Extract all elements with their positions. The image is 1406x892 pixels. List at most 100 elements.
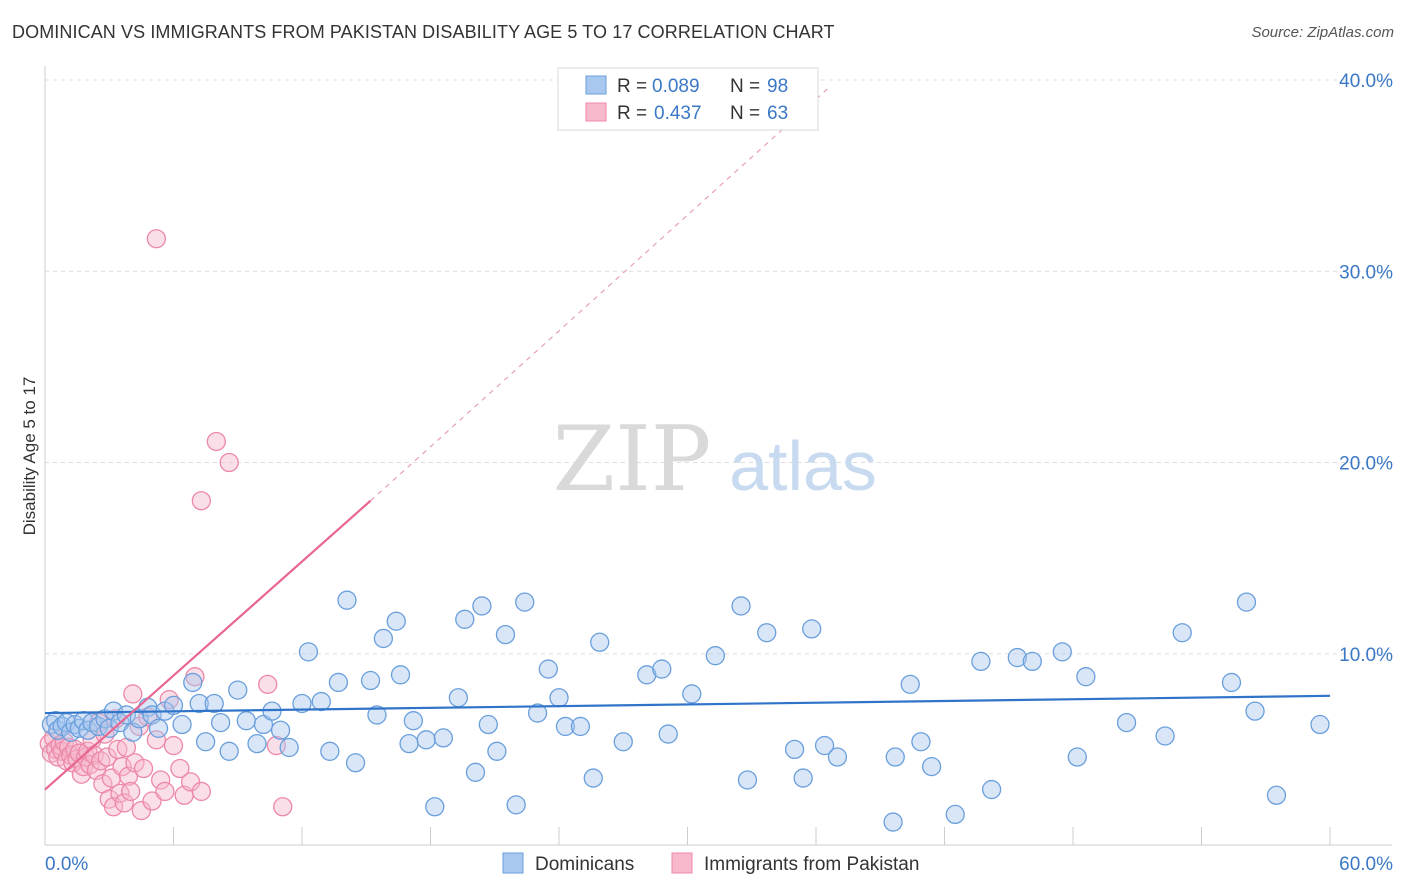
- dominicans-point-50: [399, 733, 419, 754]
- dominicans-point-87: [900, 674, 920, 694]
- dominicans-point-90: [945, 804, 965, 825]
- source-credit: Source: ZipAtlas.com: [1251, 24, 1394, 41]
- dominicans-point-82: [802, 619, 822, 639]
- legend-blue-n-value: 98: [767, 76, 788, 97]
- dominicans-point-86: [885, 747, 905, 767]
- dominicans-point-72: [637, 665, 657, 685]
- dominicans-point-36: [270, 720, 291, 740]
- dominicans-point-89: [922, 756, 942, 777]
- legend-blue-r-value: 0.089: [652, 76, 700, 97]
- dominicans-point-58: [472, 596, 492, 616]
- axes: [44, 66, 1392, 846]
- series-legend-pakistan-swatch: [671, 852, 693, 874]
- gridlines: [45, 79, 1392, 655]
- dominicans-point-92: [981, 779, 1002, 800]
- pakistan-point-57: [191, 491, 211, 511]
- dominicans-point-51: [403, 711, 424, 731]
- dominicans-point-81: [793, 768, 813, 788]
- pakistan-point-39: [123, 684, 143, 704]
- series-dominicans-points: [41, 590, 1330, 832]
- dominicans-point-56: [455, 609, 475, 629]
- dominicans-point-48: [386, 611, 406, 631]
- dominicans-point-26: [189, 693, 209, 714]
- dominicans-point-63: [515, 592, 535, 612]
- dominicans-point-33: [247, 733, 267, 754]
- dominicans-point-54: [433, 728, 454, 748]
- dominicans-point-28: [204, 693, 224, 714]
- dominicans-point-75: [682, 684, 702, 704]
- dominicans-point-83: [814, 735, 835, 756]
- dominicans-point-30: [219, 741, 239, 761]
- dominicans-point-94: [1022, 651, 1042, 672]
- legend-pink-r-value: 0.437: [654, 103, 702, 124]
- dominicans-point-61: [495, 624, 516, 645]
- dominicans-point-99: [1155, 726, 1175, 746]
- watermark-atlas-text: atlas: [729, 427, 877, 505]
- legend-blue-swatch: [585, 75, 607, 95]
- chart-title: DOMINICAN VS IMMIGRANTS FROM PAKISTAN DI…: [12, 22, 835, 42]
- pakistan-point-35: [114, 793, 134, 813]
- pakistan-point-27: [97, 747, 117, 767]
- dominicans-point-40: [311, 691, 331, 712]
- y-tick-label-3: 40.0%: [1339, 71, 1393, 92]
- dominicans-point-88: [911, 732, 931, 752]
- dominicans-point-43: [337, 590, 357, 610]
- dominicans-point-93: [1007, 647, 1027, 668]
- dominicans-point-67: [555, 716, 576, 737]
- dominicans-point-21: [148, 718, 169, 738]
- dominicans-point-102: [1236, 592, 1257, 612]
- dominicans-point-69: [583, 768, 603, 788]
- dominicans-point-37: [279, 737, 299, 758]
- correlation-legend: R = 0.089 N = 98 R = 0.437 N = 63: [557, 67, 819, 131]
- pakistan-point-60: [258, 674, 278, 694]
- dominicans-point-97: [1076, 667, 1096, 687]
- dominicans-point-53: [425, 797, 445, 817]
- dominicans-trend-line: [44, 694, 1331, 715]
- dominicans-point-96: [1067, 747, 1087, 767]
- dominicans-point-55: [448, 688, 468, 708]
- pakistan-point-43: [133, 758, 154, 779]
- pakistan-trend-line: [44, 499, 372, 791]
- pakistan-point-42: [131, 800, 152, 821]
- legend-blue-n-label: N =: [730, 76, 760, 97]
- dominicans-point-68: [570, 716, 591, 737]
- y-tick-labels: 10.0% 20.0% 30.0% 40.0%: [1339, 71, 1393, 666]
- dominicans-point-100: [1172, 623, 1192, 643]
- dominicans-point-62: [506, 795, 526, 815]
- y-tick-label-0: 10.0%: [1339, 645, 1393, 666]
- dominicans-point-103: [1245, 701, 1265, 721]
- dominicans-point-65: [538, 659, 558, 679]
- dominicans-point-105: [1310, 714, 1330, 735]
- dominicans-point-64: [527, 703, 548, 723]
- pakistan-point-51: [170, 758, 190, 779]
- dominicans-point-85: [883, 812, 903, 832]
- dominicans-point-24: [172, 714, 192, 735]
- dominicans-point-104: [1266, 785, 1287, 805]
- pakistan-point-48: [155, 781, 175, 802]
- pakistan-point-56: [146, 229, 167, 249]
- dominicans-point-23: [163, 695, 184, 716]
- dominicans-point-39: [298, 642, 319, 662]
- zipatlas-watermark: ZIP atlas: [553, 407, 877, 512]
- pakistan-point-45: [142, 791, 162, 811]
- pakistan-point-58: [206, 431, 226, 452]
- dominicans-point-29: [210, 712, 231, 733]
- dominicans-point-52: [416, 730, 436, 750]
- legend-pink-r-label: R =: [617, 103, 647, 124]
- pakistan-point-59: [219, 452, 239, 473]
- x-tick-labels: 0.0% 60.0%: [45, 854, 1393, 875]
- legend-pink-n-value: 63: [767, 103, 788, 124]
- dominicans-point-78: [737, 770, 758, 790]
- pakistan-point-55: [191, 781, 211, 802]
- dominicans-point-57: [465, 762, 486, 782]
- dominicans-point-76: [705, 646, 725, 666]
- pakistan-point-47: [150, 770, 171, 790]
- trend-lines: [44, 87, 1331, 791]
- legend-pink-swatch: [585, 102, 607, 122]
- dominicans-point-77: [731, 596, 751, 616]
- dominicans-point-44: [345, 753, 366, 773]
- x-tick-label-0: 0.0%: [45, 854, 88, 875]
- dominicans-point-25: [183, 672, 203, 693]
- dominicans-point-31: [228, 680, 248, 700]
